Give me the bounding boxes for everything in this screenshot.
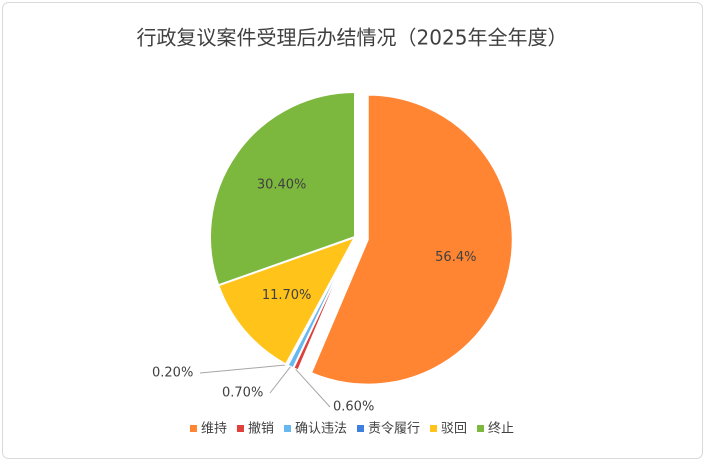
pie-slice [209,90,356,287]
legend-marker [189,425,197,432]
data-label: 11.70% [262,288,312,303]
legend-marker [236,425,244,432]
data-label: 0.20% [152,366,193,381]
data-label: 0.70% [222,386,263,401]
legend-label: 驳回 [441,422,467,437]
leader-line [295,369,331,408]
legend-marker [357,425,364,432]
legend: 维持 撤销 确认违法 责令履行 驳回 终止 [189,421,514,437]
legend-label: 撤销 [248,421,274,437]
legend-marker [477,425,485,432]
chart-title: 行政复议案件受理后办结情况（2025年全年度） [137,26,568,50]
data-label: 56.4% [435,250,476,265]
legend-label: 维持 [201,422,227,437]
pie-slice [216,235,358,366]
legend-label: 确认违法 [295,422,347,437]
legend-marker [430,425,438,432]
data-label: 30.40% [257,178,307,193]
leader-line [269,366,291,394]
legend-label: 责令履行 [368,422,420,437]
data-label: 0.60% [333,400,374,415]
legend-label: 终止 [488,421,514,437]
pie-slice [309,93,514,386]
legend-marker [283,425,291,432]
leader-line [199,364,287,374]
